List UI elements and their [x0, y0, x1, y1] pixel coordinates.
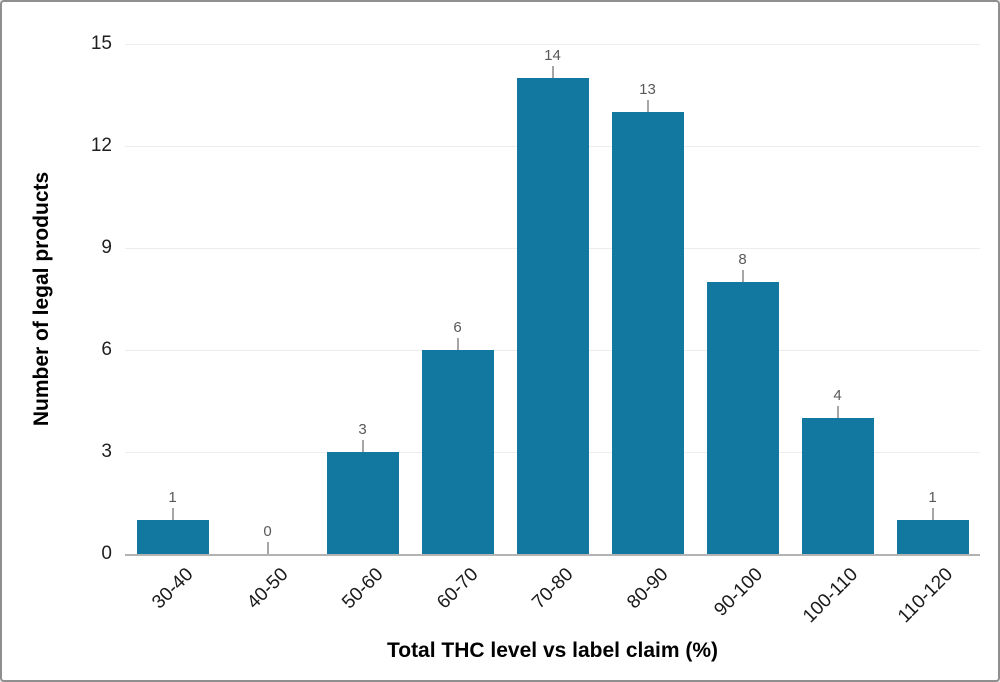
data-label-leader-line [456, 338, 459, 350]
y-tick-label: 0 [101, 543, 112, 564]
y-axis-title: Number of legal products [30, 171, 53, 427]
bar-data-label: 13 [639, 81, 656, 98]
bar-slot: 6 [410, 44, 505, 554]
bar [516, 78, 589, 554]
y-tick-label: 15 [90, 33, 112, 54]
y-tick-label: 9 [101, 237, 112, 258]
bar-slot: 14 [505, 44, 600, 554]
x-tick-label: 30-40 [148, 564, 198, 614]
bar-data-label: 3 [358, 421, 367, 438]
x-tick-label: 70-80 [528, 564, 578, 614]
data-label-leader-line [741, 270, 744, 282]
data-label-leader-line [931, 508, 934, 520]
bar-slot: 13 [600, 44, 695, 554]
bar [896, 520, 969, 554]
bar-slot: 1 [125, 44, 220, 554]
x-tick-label: 60-70 [433, 564, 483, 614]
bar-data-label: 6 [453, 319, 462, 336]
bar [801, 418, 874, 554]
x-tick-label: 100-110 [799, 564, 863, 628]
data-label-leader-line [836, 406, 839, 418]
bar-data-label: 1 [168, 489, 177, 506]
bar [136, 520, 209, 554]
bar [706, 282, 779, 554]
x-tick-label: 40-50 [243, 564, 293, 614]
data-label-leader-line [361, 440, 364, 452]
bar-data-label: 14 [544, 47, 561, 64]
bar [421, 350, 494, 554]
x-tick-label: 110-120 [894, 564, 958, 628]
bar-data-label: 8 [738, 251, 747, 268]
data-label-leader-line [171, 508, 174, 520]
bar-slot: 3 [315, 44, 410, 554]
bar-slot: 1 [885, 44, 980, 554]
data-label-leader-line [266, 542, 269, 554]
data-label-leader-line [551, 66, 554, 78]
y-tick-label: 12 [90, 135, 112, 156]
x-tick-label: 80-90 [623, 564, 673, 614]
bar [611, 112, 684, 554]
bar-slot: 8 [695, 44, 790, 554]
data-label-leader-line [646, 100, 649, 112]
x-axis-title: Total THC level vs label claim (%) [386, 639, 719, 662]
bar-slot: 4 [790, 44, 885, 554]
plot-area: 1 0 3 6 14 13 8 4 1 [125, 44, 980, 556]
gridline [125, 44, 980, 45]
y-tick-label: 6 [101, 339, 112, 360]
bar-data-label: 0 [263, 523, 272, 540]
x-tick-label: 50-60 [338, 564, 388, 614]
x-tick-label: 90-100 [710, 564, 768, 621]
y-tick-label: 3 [101, 441, 112, 462]
bar-slot: 0 [220, 44, 315, 554]
bar [326, 452, 399, 554]
bar-data-label: 4 [833, 387, 842, 404]
bar-data-label: 1 [928, 489, 937, 506]
